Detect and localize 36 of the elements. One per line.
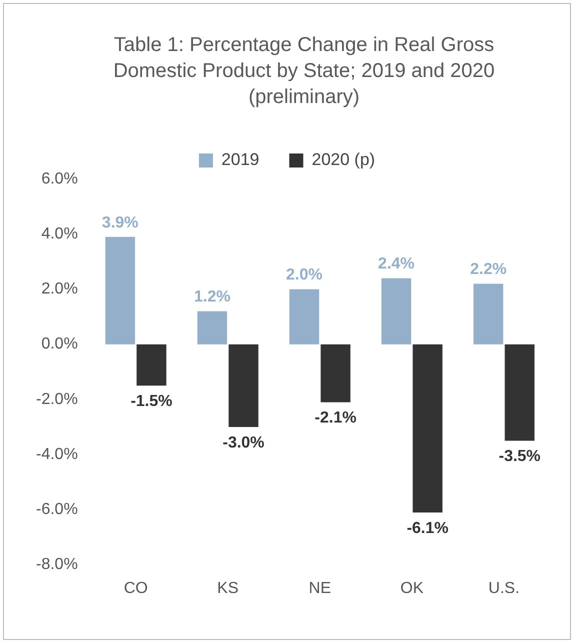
y-tick-label: -2.0% bbox=[36, 390, 78, 408]
data-label: -2.1% bbox=[314, 410, 356, 427]
x-tick-label: CO bbox=[124, 580, 148, 597]
x-tick-label: KS bbox=[217, 580, 239, 597]
y-tick-label: 4.0% bbox=[41, 226, 78, 243]
data-label: 1.2% bbox=[194, 288, 230, 306]
y-tick-label: 6.0% bbox=[41, 170, 78, 188]
data-label: 2.0% bbox=[286, 266, 322, 284]
y-tick-label: 2.0% bbox=[41, 280, 78, 298]
bar bbox=[136, 344, 166, 386]
bar bbox=[473, 284, 504, 344]
bar bbox=[412, 344, 442, 512]
x-tick-label: U.S. bbox=[488, 580, 520, 597]
x-tick-label: NE bbox=[308, 580, 332, 597]
y-tick-label: -8.0% bbox=[36, 556, 78, 574]
bar bbox=[289, 289, 320, 344]
bar bbox=[228, 344, 258, 428]
data-label: -3.0% bbox=[222, 434, 264, 452]
bar bbox=[197, 311, 228, 344]
data-label: 2.2% bbox=[470, 261, 507, 278]
data-label: 2.4% bbox=[378, 256, 415, 273]
y-tick-label: 0.0% bbox=[41, 336, 78, 353]
y-tick-label: -6.0% bbox=[36, 501, 78, 518]
data-label: -1.5% bbox=[130, 393, 172, 410]
data-label: -3.5% bbox=[498, 448, 541, 466]
data-label: -6.1% bbox=[406, 520, 448, 537]
bar bbox=[320, 344, 350, 402]
chart-title: Table 1: Percentage Change in Real Gross Domestic Product by State; 2019 and 2020 (preliminary) bbox=[112, 33, 496, 110]
bar bbox=[105, 236, 136, 344]
data-label: 3.9% bbox=[102, 214, 138, 232]
y-tick-label: -4.0% bbox=[36, 446, 78, 463]
bar bbox=[381, 278, 412, 344]
legend-label: 2020 (p) bbox=[312, 150, 376, 170]
bar bbox=[504, 344, 534, 441]
legend-label: 2019 bbox=[221, 150, 260, 170]
x-tick-label: OK bbox=[400, 580, 424, 597]
